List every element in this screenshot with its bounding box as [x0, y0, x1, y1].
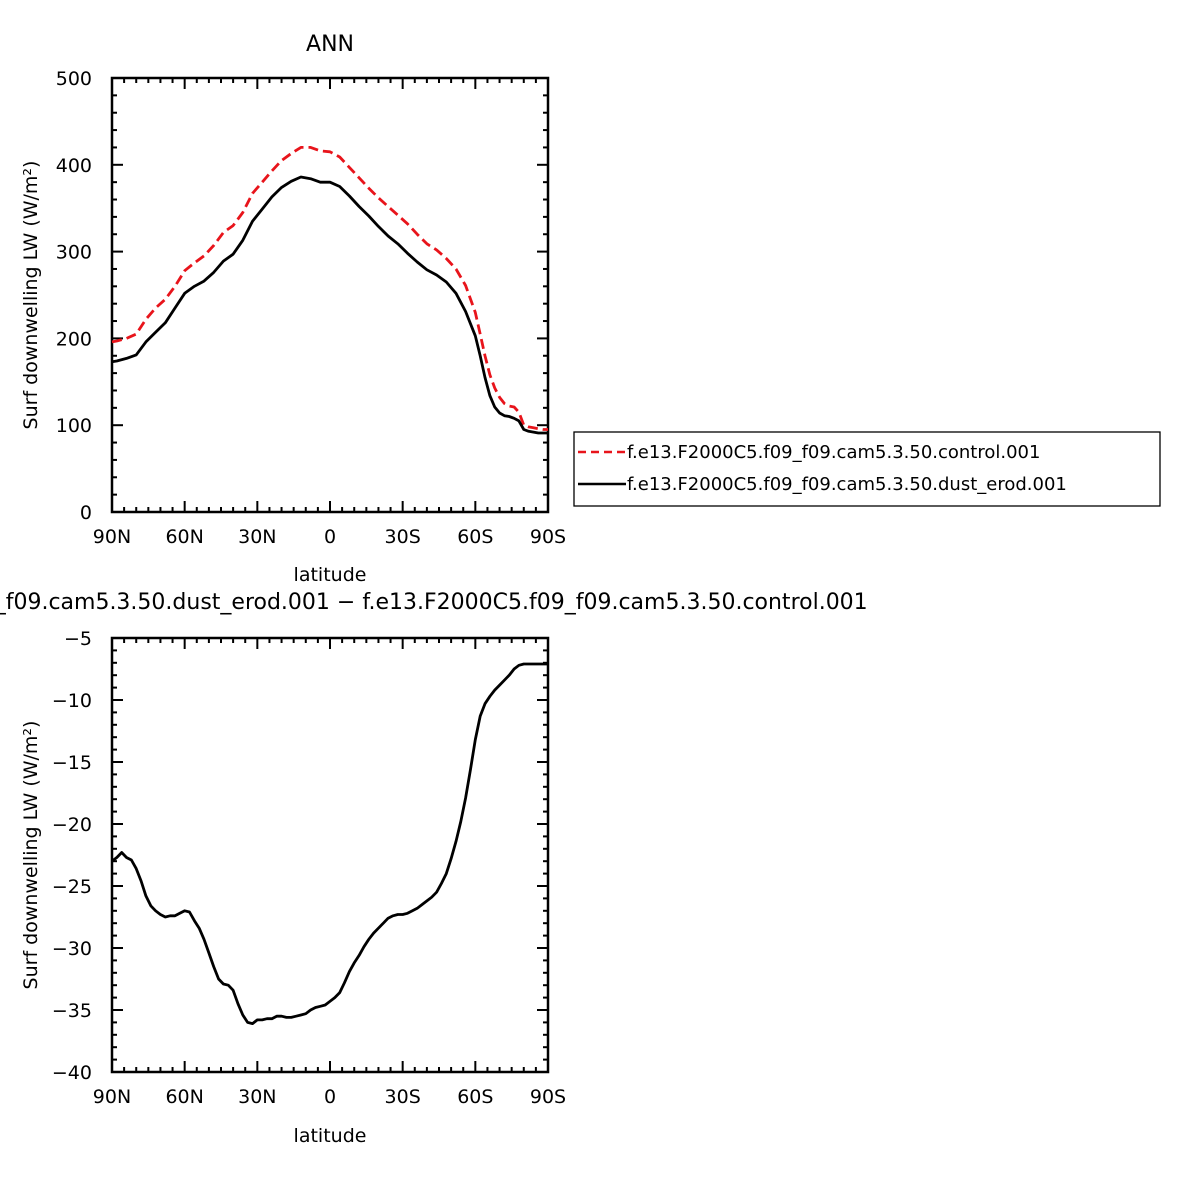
top-y-axis-title: Surf downwelling LW (W/m²): [20, 161, 42, 430]
legend-label-control: f.e13.F2000C5.f09_f09.cam5.3.50.control.…: [627, 442, 1040, 463]
bottom-x-tick-label: 30S: [385, 1086, 421, 1108]
top-x-tick-label: 90S: [530, 526, 566, 548]
bottom-x-tick-label: 30N: [238, 1086, 276, 1108]
bottom-series-line-0: [111, 662, 548, 1025]
top-ticks: 90N 60N 30N 0 30S 60S 90S 0 100 200 300 400 500: [56, 68, 566, 548]
bottom-plot-frame: [110, 636, 550, 1074]
bottom-x-tick-label: 60S: [457, 1086, 493, 1108]
bottom-x-axis-title: latitude: [294, 1125, 367, 1147]
bottom-x-tick-label: 90N: [93, 1086, 131, 1108]
top-panel: ANN 90N 60N 30N 0 30S 60S 90S0100200300400500 …: [20, 32, 566, 586]
top-x-axis-title: latitude: [294, 564, 367, 586]
top-series-group: [111, 146, 548, 435]
top-y-tick-label: 400: [56, 155, 92, 177]
bottom-x-tick-label: 0: [324, 1086, 336, 1108]
legend-box: [573, 431, 1161, 507]
top-x-tick-label: 60S: [457, 526, 493, 548]
bottom-x-tick-label: 60N: [165, 1086, 203, 1108]
top-y-tick-label: 200: [56, 328, 92, 350]
legend-label-dust: f.e13.F2000C5.f09_f09.cam5.3.50.dust_ero…: [627, 474, 1067, 495]
bottom-panel: f.e13.F2000C5.f09_f09.cam5.3.50.dust_ero…: [0, 590, 868, 1147]
top-y-tick-label: 0: [80, 502, 92, 524]
top-panel-title: ANN: [306, 32, 354, 57]
bottom-y-tick-label: −20: [52, 814, 92, 836]
legend: f.e13.F2000C5.f09_f09.cam5.3.50.control.…: [573, 431, 1161, 507]
bottom-y-tick-label: −30: [52, 938, 92, 960]
bottom-y-axis-title: Surf downwelling LW (W/m²): [20, 721, 42, 990]
top-x-tick-label: 30N: [238, 526, 276, 548]
bottom-x-tick-label: 90S: [530, 1086, 566, 1108]
top-y-tick-label: 100: [56, 415, 92, 437]
top-y-tick-label: 500: [56, 68, 92, 90]
bottom-y-tick-label: −10: [52, 690, 92, 712]
bottom-y-tick-label: −35: [52, 1000, 92, 1022]
bottom-y-tick-label: −40: [52, 1062, 92, 1084]
top-plot-frame: [110, 76, 550, 514]
bottom-y-tick-label: −5: [64, 628, 92, 650]
bottom-ticks: 90N 60N 30N 0 30S 60S 90S −40 −35 −30 −25 −20 −15 −10…: [52, 628, 566, 1108]
bottom-y-tick-label: −15: [52, 752, 92, 774]
bottom-series-group: [111, 662, 548, 1025]
bottom-y-tick-label: −25: [52, 876, 92, 898]
top-x-tick-label: 90N: [93, 526, 131, 548]
top-x-tick-label: 30S: [385, 526, 421, 548]
top-y-tick-label: 300: [56, 242, 92, 264]
top-series-line-1: [111, 175, 548, 435]
top-x-tick-label: 60N: [165, 526, 203, 548]
bottom-panel-title: f.e13.F2000C5.f09_f09.cam5.3.50.dust_ero…: [0, 590, 868, 615]
top-x-tick-label: 0: [324, 526, 336, 548]
top-series-line-0: [111, 146, 548, 431]
